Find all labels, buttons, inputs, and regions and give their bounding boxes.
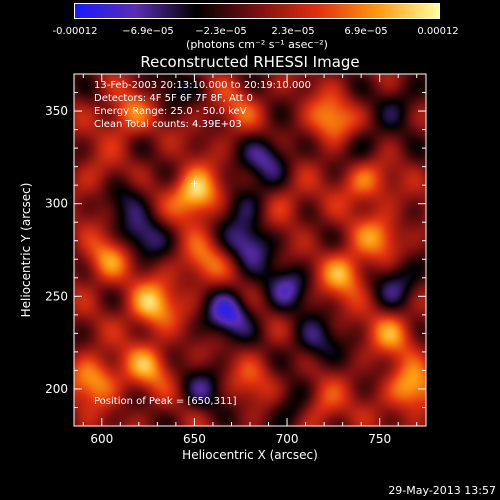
tick-label: 350	[45, 104, 68, 118]
axis-ticks: 600 650 700 750 200 250 300 350	[45, 73, 426, 446]
colorbar-unit-label: (photons cm⁻² s⁻¹ asec⁻²)	[186, 38, 328, 51]
heatmap-image	[74, 74, 426, 426]
peak-marker: +	[190, 177, 199, 190]
tick-label: 250	[45, 289, 68, 303]
detectors-label: Detectors: 4F 5F 6F 7F 8F, Att 0	[94, 93, 254, 104]
tick-label: 650	[183, 432, 206, 446]
tick-label: 300	[45, 197, 68, 211]
y-axis-label: Heliocentric Y (arcsec)	[19, 182, 33, 318]
colorbar	[74, 3, 440, 19]
colorbar-tick-label: 2.3e−05	[271, 26, 315, 37]
x-axis-label: Heliocentric X (arcsec)	[182, 448, 318, 462]
colorbar-tick-label: -0.00012	[52, 26, 98, 37]
colorbar-tick-label: −2.3e−05	[195, 26, 247, 37]
tick-label: 200	[45, 382, 68, 396]
time-range-label: 13-Feb-2003 20:13:10.000 to 20:19:10.000	[94, 80, 312, 91]
timestamp: 29-May-2013 13:57	[388, 484, 496, 497]
clean-counts-label: Clean Total counts: 4.39E+03	[94, 119, 242, 130]
peak-position-label: Position of Peak = [650,311]	[94, 396, 237, 407]
colorbar-tick-label: 0.00012	[417, 26, 459, 37]
colorbar-tick-label: 6.9e−05	[344, 26, 388, 37]
colorbar-tick-label: −6.9e−05	[122, 26, 174, 37]
tick-label: 750	[368, 432, 391, 446]
tick-label: 700	[276, 432, 299, 446]
energy-range-label: Energy Range: 25.0 - 50.0 keV	[94, 106, 247, 117]
chart-title: Reconstructed RHESSI Image	[140, 53, 360, 71]
tick-label: 600	[90, 432, 113, 446]
